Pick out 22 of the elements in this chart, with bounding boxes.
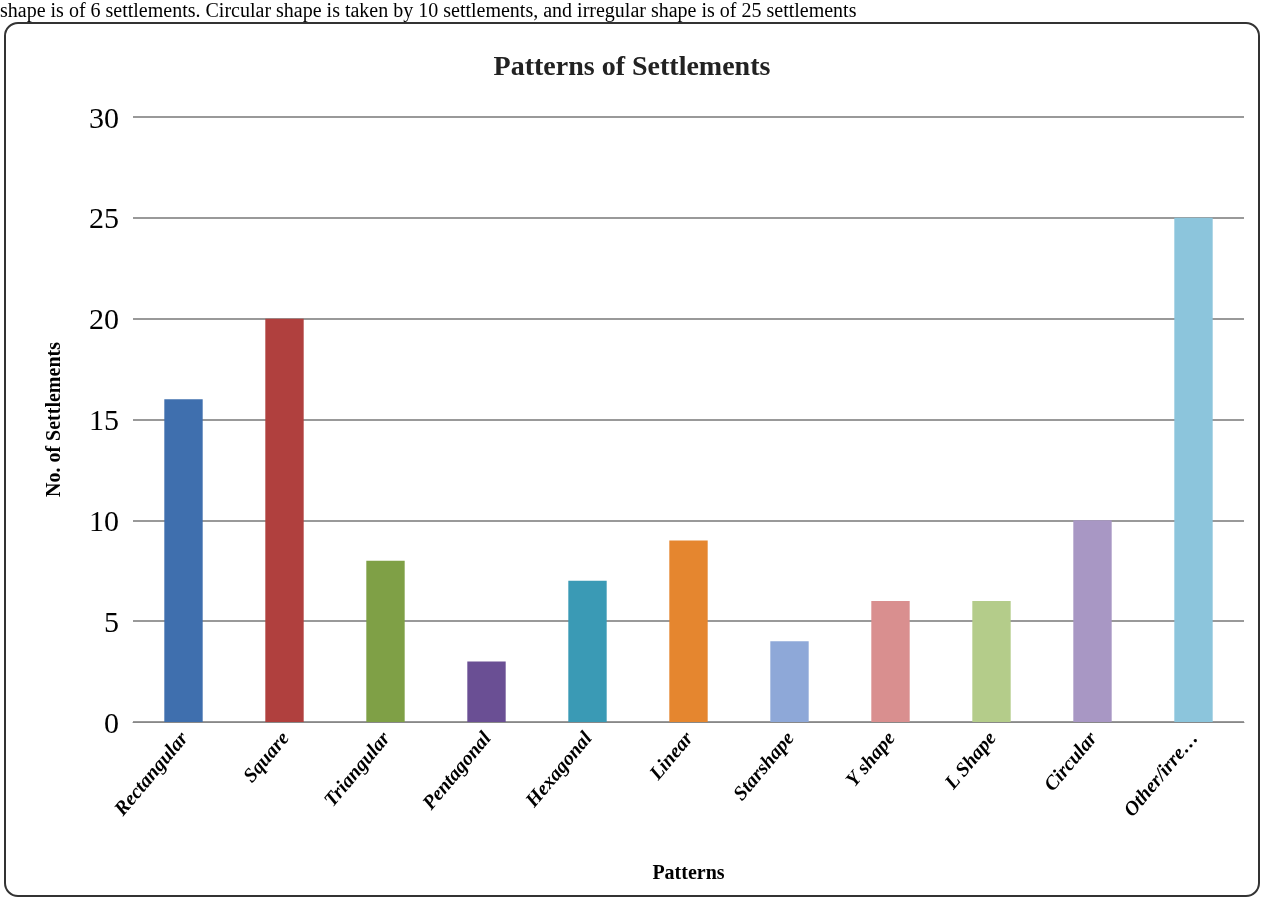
- bar: [164, 399, 203, 722]
- bar: [770, 641, 809, 722]
- bar: [1073, 520, 1112, 722]
- chart-title: Patterns of Settlements: [493, 49, 771, 81]
- bar: [669, 540, 708, 722]
- bar: [265, 318, 304, 722]
- bar: [467, 661, 506, 722]
- y-tick-label: 0: [104, 705, 119, 739]
- bar: [1174, 217, 1213, 722]
- text: shape is of 6 settlements. Circular shape is taken by 10 settlements, and irregular shape is of 25 settlements: [0, 0, 858, 22]
- bar: [366, 560, 405, 722]
- y-tick-label: 20: [89, 302, 119, 336]
- y-axis-title: No. of Settlements: [42, 341, 64, 497]
- y-tick-label: 10: [89, 503, 119, 537]
- y-tick-label: 25: [89, 201, 119, 235]
- x-axis-title: Patterns: [652, 861, 725, 883]
- y-tick-label: 15: [89, 403, 119, 436]
- bar: [972, 601, 1011, 722]
- bar: [568, 580, 607, 722]
- y-tick-label: 5: [104, 604, 119, 638]
- y-tick-label: 30: [89, 100, 119, 134]
- bar: [871, 601, 910, 722]
